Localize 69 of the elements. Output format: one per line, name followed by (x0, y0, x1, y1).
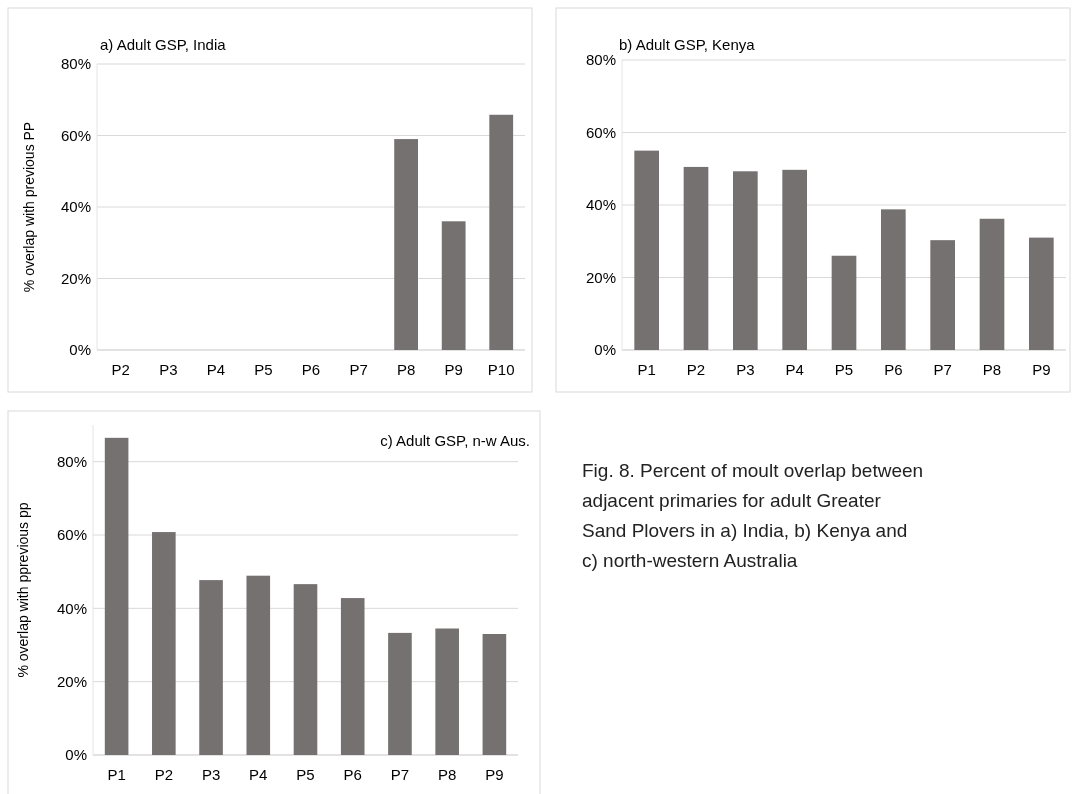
x-tick-label: P8 (396, 361, 416, 378)
bar (435, 628, 459, 755)
x-tick-label: P1 (637, 361, 656, 378)
chart-title: b) Adult GSP, Kenya (619, 36, 756, 53)
bar (394, 139, 418, 350)
x-tick-label: P3 (736, 361, 755, 378)
y-tick-label: 80% (56, 452, 87, 470)
x-tick-label: P7 (390, 766, 410, 783)
x-tick-label: P6 (343, 766, 362, 783)
y-tick-label: 0% (65, 746, 87, 764)
x-tick-label: P2 (111, 361, 130, 378)
y-tick-label: 40% (585, 196, 616, 214)
x-tick-label: P3 (159, 361, 178, 378)
bar (293, 584, 318, 755)
y-tick-label: 20% (585, 268, 616, 286)
x-tick-label: P1 (107, 766, 126, 783)
x-tick-label: P4 (785, 361, 804, 378)
x-tick-label: P6 (301, 361, 321, 378)
x-tick-label: P9 (444, 361, 463, 378)
x-tick-label: P5 (254, 361, 273, 378)
x-tick-label: P10 (487, 361, 515, 378)
y-tick-label: 20% (60, 269, 91, 287)
y-tick-label: 40% (56, 599, 87, 617)
x-tick-label: P2 (686, 361, 706, 378)
x-tick-label: P7 (349, 361, 368, 378)
bar (199, 580, 223, 755)
bar (246, 575, 271, 755)
chart-title: a) Adult GSP, India (100, 36, 227, 53)
x-tick-label: P2 (154, 766, 174, 783)
x-tick-label: P5 (296, 766, 315, 783)
y-tick-label: 0% (594, 341, 616, 359)
bar (683, 166, 709, 350)
bar (733, 171, 758, 350)
y-tick-label: 60% (60, 126, 91, 144)
bar (930, 240, 955, 350)
x-tick-label: P4 (206, 361, 226, 378)
y-axis-title: % overlap with pprevious pp (15, 502, 31, 678)
bar (340, 598, 365, 755)
text: c) Adult GSP, n-w Aus. (380, 432, 530, 449)
bar (104, 437, 129, 755)
bar (441, 221, 466, 350)
x-tick-label: P7 (933, 361, 952, 378)
x-tick-label: P9 (485, 766, 504, 783)
bar (152, 532, 176, 755)
y-tick-label: 80% (585, 51, 616, 69)
bar (782, 169, 807, 350)
bar (482, 634, 507, 755)
y-tick-label: 20% (56, 672, 87, 690)
y-tick-label: 60% (56, 526, 87, 544)
y-tick-label: 60% (585, 123, 616, 141)
bar (388, 632, 412, 755)
x-tick-label: P4 (249, 766, 268, 783)
y-tick-label: 80% (60, 55, 91, 73)
caption: Fig. 8. Percent of moult overlap between adjacent primaries for adult Greater Sand Plovers in a) India, b) Kenya and c) north-western Australia (582, 460, 924, 571)
bar (634, 150, 659, 350)
x-tick-label: P8 (437, 766, 457, 783)
x-tick-label: P9 (1032, 361, 1051, 378)
y-axis-title: % overlap with previous PP (21, 121, 37, 293)
x-tick-label: P8 (982, 361, 1002, 378)
y-tick-label: 40% (60, 198, 91, 216)
y-tick-label: 0% (69, 341, 91, 359)
x-tick-label: P3 (201, 766, 221, 783)
bar (979, 218, 1005, 350)
x-tick-label: P5 (834, 361, 854, 378)
bar (831, 255, 857, 350)
bar (489, 114, 514, 350)
x-tick-label: P6 (884, 361, 903, 378)
bar (881, 209, 906, 350)
bar (1029, 237, 1054, 350)
